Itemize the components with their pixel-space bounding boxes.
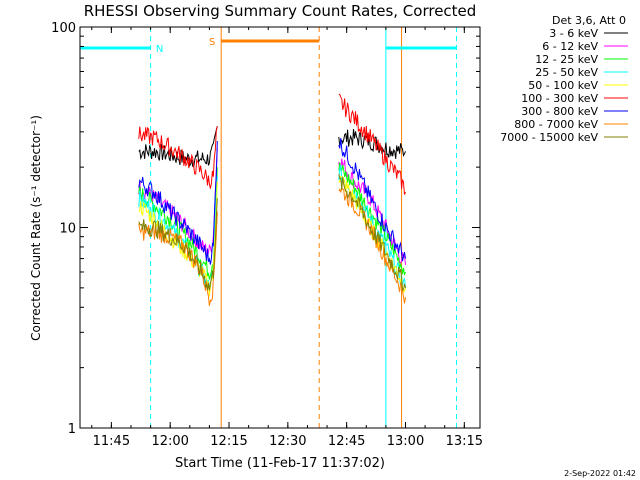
y-tick-label: 100 [51, 21, 76, 36]
x-tick-label: 11:45 [93, 434, 130, 449]
x-tick-label: 12:45 [328, 434, 365, 449]
saa-interval-label: S [209, 37, 215, 48]
legend-label: 50 - 100 keV [528, 79, 598, 92]
y-tick-label: 10 [59, 222, 76, 237]
x-tick-label: 13:00 [387, 434, 424, 449]
legend-label: 12 - 25 keV [535, 53, 598, 66]
x-tick-label: 13:15 [446, 434, 483, 449]
legend-label: 6 - 12 keV [542, 40, 598, 53]
series-line [138, 140, 218, 265]
series-line [138, 126, 218, 189]
legend-label: 25 - 50 keV [535, 66, 598, 79]
legend-header: Det 3,6, Att 0 [552, 14, 626, 27]
y-axis-label: Corrected Count Rate (s⁻¹ detector⁻¹) [29, 115, 43, 341]
plot-area: NS [79, 27, 457, 428]
series-line [138, 126, 218, 168]
y-axis: 1 10 100 [51, 21, 480, 437]
series-line [338, 138, 406, 262]
x-axis: 11:45 12:00 12:15 12:30 12:45 13:00 13:15 [91, 27, 483, 449]
x-tick-label: 12:00 [151, 434, 188, 449]
x-axis-label: Start Time (11-Feb-17 11:37:02) [175, 456, 385, 471]
legend-label: 800 - 7000 keV [514, 118, 598, 131]
legend-label: 100 - 300 keV [521, 92, 598, 105]
y-tick-label: 1 [68, 422, 76, 437]
series-line [338, 93, 406, 195]
timestamp: 2-Sep-2022 01:42 [564, 469, 636, 478]
chart-title: RHESSI Observing Summary Count Rates, Co… [84, 2, 477, 20]
x-tick-label: 12:30 [269, 434, 306, 449]
series-line [338, 128, 406, 159]
plot-frame [79, 26, 481, 429]
series-line [138, 198, 218, 291]
series-line [138, 176, 218, 289]
x-tick-label: 12:15 [210, 434, 247, 449]
legend-label: 300 - 800 keV [521, 105, 598, 118]
legend-label: 7000 - 15000 keV [500, 131, 598, 144]
night-interval-label: N [156, 44, 163, 55]
series-line [338, 173, 406, 291]
legend-label: 3 - 6 keV [549, 27, 598, 40]
